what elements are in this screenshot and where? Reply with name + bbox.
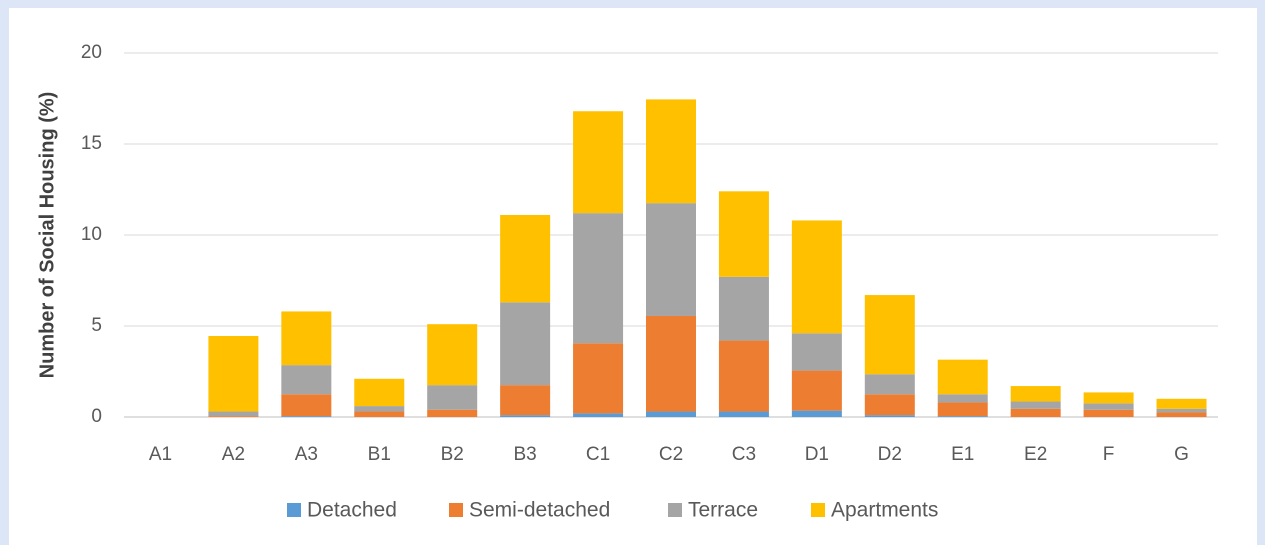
x-tick-label: C1 — [586, 444, 610, 465]
bar-segment — [1083, 392, 1134, 404]
x-tick-label: B2 — [441, 444, 464, 465]
bar-segment — [864, 295, 915, 375]
bar-segment — [937, 359, 988, 395]
bar-segment — [718, 191, 769, 277]
bar-segment — [208, 336, 259, 412]
bar-segment — [646, 315, 696, 412]
bar-segment — [573, 343, 624, 414]
bar-segment — [208, 416, 259, 417]
bar-segment — [791, 220, 842, 334]
x-tick-label: A2 — [222, 444, 245, 465]
bar-segment — [1083, 409, 1134, 417]
legend-label: Detached — [307, 499, 397, 522]
x-tick-label: A1 — [149, 444, 172, 465]
bar-segment — [427, 385, 478, 410]
x-tick-label: B3 — [514, 444, 537, 465]
bar-segment — [864, 394, 915, 416]
bar-segment — [427, 409, 478, 417]
bar-segment — [718, 340, 769, 412]
bar-segment — [937, 394, 988, 403]
bar-segment — [646, 411, 696, 417]
bar-segment — [937, 402, 988, 417]
x-tick-label: B1 — [368, 444, 391, 465]
legend-swatch — [449, 503, 463, 517]
bar-segment — [718, 276, 769, 341]
bar-segment — [1083, 403, 1134, 410]
bar-segment — [208, 411, 259, 417]
legend-swatch — [287, 503, 301, 517]
bar-segment — [1010, 401, 1061, 409]
bar-segment — [1156, 408, 1207, 413]
y-tick-label: 20 — [81, 42, 102, 63]
y-tick-label: 15 — [81, 133, 102, 154]
bar-segment — [646, 203, 696, 316]
legend-swatch — [668, 503, 682, 517]
bar-segment — [500, 385, 551, 416]
legend-label: Apartments — [831, 499, 938, 522]
x-tick-label: G — [1174, 444, 1189, 465]
bar-segment — [354, 378, 405, 407]
bar-segment — [500, 302, 551, 386]
bar-segment — [354, 411, 405, 417]
bar-segment — [281, 365, 332, 395]
y-tick-label: 10 — [81, 224, 102, 245]
bar-segment — [864, 374, 915, 395]
bar-segment — [281, 394, 332, 417]
chart-panel — [9, 8, 1257, 545]
y-axis-title: Number of Social Housing (%) — [36, 92, 58, 379]
bar-segment — [1156, 412, 1207, 417]
bar-segment — [281, 416, 332, 417]
x-tick-label: A3 — [295, 444, 318, 465]
bar-segment — [354, 406, 405, 412]
bar-segment — [500, 415, 551, 417]
legend-label: Semi-detached — [469, 499, 610, 522]
x-tick-label: D1 — [805, 444, 829, 465]
y-tick-label: 0 — [91, 406, 102, 427]
bar-segment — [500, 214, 551, 303]
bar-segment — [718, 411, 769, 417]
x-tick-label: F — [1103, 444, 1115, 465]
x-tick-label: E1 — [951, 444, 974, 465]
bar-segment — [573, 111, 624, 214]
legend-label: Terrace — [688, 499, 758, 522]
x-tick-label: C3 — [732, 444, 756, 465]
bar-segment — [1156, 398, 1207, 409]
bar-segment — [1010, 386, 1061, 402]
bar-segment — [573, 213, 624, 344]
bar-segment — [1010, 408, 1061, 417]
bar-segment — [573, 413, 624, 417]
y-tick-label: 5 — [91, 315, 102, 336]
x-tick-label: E2 — [1024, 444, 1047, 465]
bar-segment — [791, 410, 842, 417]
x-tick-label: D2 — [878, 444, 902, 465]
bar-segment — [281, 311, 332, 366]
bar-segment — [646, 99, 696, 204]
bar-segment — [791, 333, 842, 371]
bar-segment — [937, 416, 988, 417]
legend-swatch — [811, 503, 825, 517]
bar-segment — [427, 324, 478, 386]
bar-segment — [791, 370, 842, 411]
x-tick-label: C2 — [659, 444, 683, 465]
bar-segment — [864, 415, 915, 417]
